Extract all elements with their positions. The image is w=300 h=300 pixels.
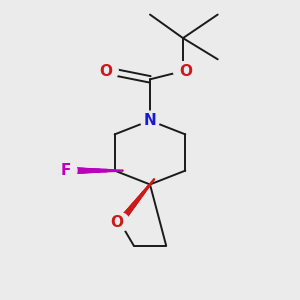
Polygon shape xyxy=(59,167,84,174)
Circle shape xyxy=(110,213,129,232)
Circle shape xyxy=(141,111,159,130)
Polygon shape xyxy=(91,169,115,172)
Polygon shape xyxy=(75,168,100,173)
Polygon shape xyxy=(129,191,145,210)
Text: N: N xyxy=(144,113,156,128)
Polygon shape xyxy=(135,185,150,203)
Text: F: F xyxy=(61,163,71,178)
Polygon shape xyxy=(98,170,123,172)
Text: O: O xyxy=(110,214,124,230)
Polygon shape xyxy=(124,197,140,217)
Circle shape xyxy=(99,62,118,80)
Text: O: O xyxy=(179,64,192,79)
Text: O: O xyxy=(99,64,112,79)
Polygon shape xyxy=(118,203,136,223)
Polygon shape xyxy=(140,178,155,197)
Circle shape xyxy=(58,161,77,180)
Polygon shape xyxy=(67,168,92,174)
Polygon shape xyxy=(113,209,131,230)
Circle shape xyxy=(174,62,192,80)
Polygon shape xyxy=(83,169,107,172)
